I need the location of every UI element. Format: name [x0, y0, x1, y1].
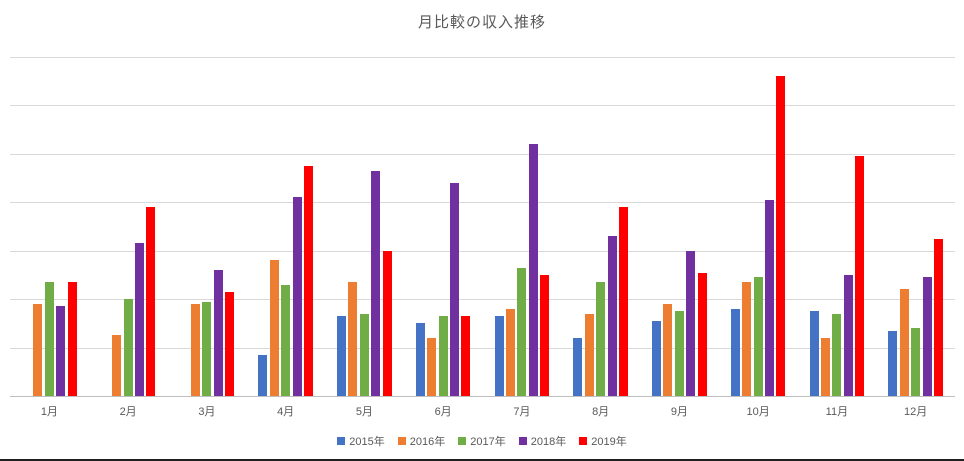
legend-item-2015年[interactable]: 2015年 — [337, 433, 385, 449]
bar-2017年-3月[interactable] — [202, 301, 212, 396]
legend-item-2018年[interactable]: 2018年 — [518, 433, 567, 449]
bar-2018年-1月[interactable] — [56, 306, 66, 396]
bar-2017年-1月[interactable] — [44, 282, 54, 396]
legend-item-2017年[interactable]: 2017年 — [458, 433, 506, 449]
x-axis-label: 4月 — [277, 406, 295, 418]
bar-2018年-7月[interactable] — [528, 144, 538, 396]
gridline — [10, 153, 955, 155]
bar-2019年-9月[interactable] — [697, 272, 707, 396]
gridline — [10, 250, 955, 252]
bottom-border-line — [0, 459, 964, 461]
legend: 2015年 2016年 2017年 2018年 2019年 — [0, 433, 964, 449]
bar-2019年-3月[interactable] — [225, 291, 235, 396]
bar-2019年-6月[interactable] — [461, 316, 471, 396]
legend-item-2016年[interactable]: 2016年 — [397, 433, 446, 449]
bar-2018年-3月[interactable] — [213, 270, 223, 396]
bar-2017年-6月[interactable] — [438, 316, 448, 396]
bar-2015年-6月[interactable] — [415, 323, 425, 396]
bar-2018年-10月[interactable] — [765, 199, 775, 396]
bar-2019年-10月[interactable] — [776, 76, 786, 396]
bar-2019年-1月[interactable] — [67, 282, 77, 396]
legend-swatch-icon — [579, 437, 588, 445]
bar-2017年-9月[interactable] — [674, 311, 684, 396]
bar-2016年-2月[interactable] — [112, 335, 122, 396]
x-axis-label: 12月 — [904, 406, 928, 418]
legend-swatch-icon — [518, 437, 527, 445]
chart-title: 月比較の収入推移 — [417, 14, 546, 31]
bar-2017年-5月[interactable] — [359, 313, 369, 396]
plot-area — [10, 57, 955, 397]
bar-2016年-8月[interactable] — [584, 313, 594, 396]
x-axis-label: 7月 — [513, 406, 531, 418]
bar-2016年-5月[interactable] — [348, 282, 358, 396]
bar-2018年-4月[interactable] — [292, 197, 302, 396]
bar-2017年-7月[interactable] — [517, 267, 527, 396]
bar-2019年-7月[interactable] — [540, 274, 550, 396]
bar-2015年-4月[interactable] — [258, 354, 268, 396]
bar-2019年-5月[interactable] — [382, 250, 392, 396]
gridline — [10, 57, 955, 58]
bar-2017年-12月[interactable] — [911, 328, 921, 396]
gridline — [10, 299, 955, 301]
legend-label: 2018年 — [530, 436, 567, 448]
gridline — [10, 105, 955, 107]
x-axis: 1月 2月 3月 4月 5月 6月 7月 8月 9月 10月 11月 12月 — [10, 403, 955, 419]
bar-2018年-12月[interactable] — [922, 277, 932, 396]
bar-2018年-9月[interactable] — [686, 250, 696, 396]
x-axis-label: 9月 — [670, 406, 688, 418]
bar-2016年-10月[interactable] — [742, 282, 752, 396]
bar-2019年-4月[interactable] — [303, 165, 313, 396]
bar-2015年-11月[interactable] — [809, 311, 819, 396]
legend-swatch-icon — [337, 437, 346, 445]
bar-2016年-1月[interactable] — [33, 304, 43, 396]
bar-2016年-3月[interactable] — [190, 304, 200, 396]
bar-2016年-4月[interactable] — [269, 260, 279, 396]
legend-label: 2016年 — [409, 436, 446, 448]
x-axis-label: 11月 — [825, 406, 849, 418]
legend-item-2019年[interactable]: 2019年 — [579, 433, 627, 449]
x-axis-label: 5月 — [355, 406, 373, 418]
bar-2018年-6月[interactable] — [450, 182, 460, 396]
legend-swatch-icon — [458, 437, 467, 445]
gridline — [10, 347, 955, 349]
x-axis-label: 2月 — [119, 406, 137, 418]
bar-2017年-8月[interactable] — [596, 282, 606, 396]
gridline — [10, 202, 955, 204]
x-axis-label: 8月 — [592, 406, 610, 418]
bar-2016年-12月[interactable] — [899, 289, 909, 396]
bar-2015年-8月[interactable] — [573, 337, 583, 396]
bar-2016年-9月[interactable] — [663, 304, 673, 396]
legend-label: 2015年 — [349, 436, 385, 448]
bar-2019年-8月[interactable] — [618, 207, 628, 396]
x-axis-label: 1月 — [40, 406, 58, 418]
bar-2017年-10月[interactable] — [753, 277, 763, 396]
legend-label: 2017年 — [470, 436, 506, 448]
bar-2016年-11月[interactable] — [820, 337, 830, 396]
bar-2016年-6月[interactable] — [427, 337, 437, 396]
legend-label: 2019年 — [591, 436, 627, 448]
x-axis-label: 10月 — [746, 406, 770, 418]
bar-2019年-12月[interactable] — [933, 238, 943, 396]
bar-2015年-5月[interactable] — [337, 316, 347, 396]
bar-2017年-2月[interactable] — [123, 299, 133, 396]
bar-2015年-7月[interactable] — [494, 316, 504, 396]
bar-2017年-4月[interactable] — [281, 284, 291, 396]
bar-2015年-9月[interactable] — [652, 320, 662, 396]
bar-2018年-2月[interactable] — [135, 243, 145, 396]
bar-2019年-2月[interactable] — [146, 207, 156, 396]
legend-swatch-icon — [397, 437, 406, 445]
bar-2017年-11月[interactable] — [832, 313, 842, 396]
bar-2015年-12月[interactable] — [888, 330, 898, 396]
x-axis-label: 3月 — [198, 406, 216, 418]
bar-2018年-8月[interactable] — [607, 236, 617, 396]
bar-2015年-10月[interactable] — [730, 308, 740, 396]
bar-2018年-5月[interactable] — [371, 170, 381, 396]
bar-2019年-11月[interactable] — [855, 156, 865, 396]
bar-2018年-11月[interactable] — [843, 274, 853, 396]
bar-2016年-7月[interactable] — [505, 308, 515, 396]
x-axis-label: 6月 — [434, 406, 452, 418]
